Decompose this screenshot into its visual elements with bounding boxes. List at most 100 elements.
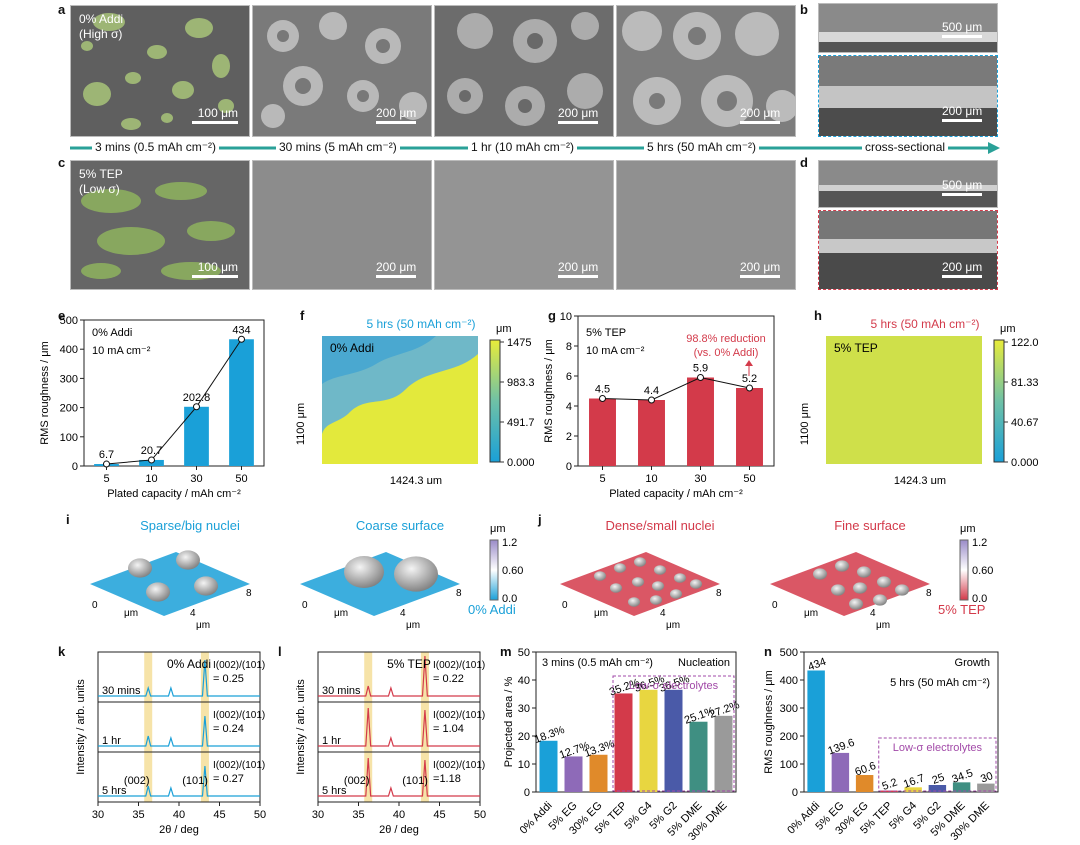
nucleus <box>614 563 626 573</box>
colorbar <box>489 539 499 601</box>
axis-unit: μm <box>876 620 890 630</box>
ratio-label: I(002)/(101) <box>433 710 485 721</box>
xrd-trace-30-mins <box>318 655 480 697</box>
y-tick-label: 200 <box>60 403 78 415</box>
colorbar <box>489 339 501 463</box>
ratio-label: I(002)/(101) <box>433 760 485 771</box>
x-tick-label: 30 <box>312 809 324 821</box>
xrd-title: 5% TEP <box>387 657 431 671</box>
sem-c2 <box>252 160 432 290</box>
panel-letter-j: j <box>538 512 542 527</box>
nucleus <box>632 577 644 587</box>
axis-tick: 4 <box>400 608 406 619</box>
peak-highlight <box>144 652 153 802</box>
bar-30--DME <box>714 715 733 792</box>
data-label: 6.7 <box>99 449 114 461</box>
data-label: 5.2 <box>742 373 757 385</box>
sem-label-5-tep: 5% TEP (Low σ) <box>79 167 123 196</box>
sem-d1 <box>818 160 998 208</box>
panel-letter-c: c <box>58 155 66 170</box>
plot-frame <box>577 315 775 467</box>
plot-frame <box>803 651 999 793</box>
x-axis-label: 2θ / deg <box>159 824 199 836</box>
axis-unit: μm <box>406 620 420 630</box>
xrd-chart-l: 30 mins I(002)/(101) = 0.22 1 hr I(002)/(101… <box>295 651 486 836</box>
nucleus <box>128 558 152 578</box>
axis-tick: 0 <box>772 600 778 611</box>
y-tick-label: 100 <box>780 759 798 771</box>
trend-point <box>697 374 704 381</box>
nucleus <box>895 584 909 596</box>
trend-point <box>746 384 753 392</box>
sem-a1: 0% Addi (High σ) <box>70 5 250 137</box>
bar-5--G4 <box>639 689 658 792</box>
x-tick-label: 0% Addi <box>785 800 822 837</box>
axis-unit: μm <box>666 620 680 630</box>
time-label-cross: cross-sectional <box>862 140 949 154</box>
y-tick-label: 50 <box>518 647 530 659</box>
ratio-value: = 0.25 <box>213 673 244 685</box>
trend-point <box>103 460 110 468</box>
y-tick-label: 20 <box>518 731 530 743</box>
y-tick-label: 300 <box>780 703 798 715</box>
colorbar-unit: μm <box>960 523 976 535</box>
x-tick-label: 30 <box>92 809 104 821</box>
data-label: 434 <box>232 324 250 336</box>
corner-label: Growth <box>955 657 990 669</box>
axis-tick: 0 <box>302 600 308 611</box>
y-axis-label: Intensity / arb. units <box>75 679 87 775</box>
surface-title: Sparse/big nuclei <box>140 518 240 533</box>
annotation-reduction: 98.8% reduction <box>686 333 766 345</box>
time-label-3min: 3 mins (0.5 mAh cm⁻²) <box>92 140 220 154</box>
bar-30 <box>184 406 209 466</box>
bar-50 <box>229 339 254 466</box>
series-label: 30 mins <box>322 685 361 697</box>
data-label: 30 <box>979 770 995 785</box>
colorbar-tick-label: 81.33 <box>1011 377 1039 389</box>
panel-letter-i: i <box>66 512 70 527</box>
trend-line <box>602 376 750 401</box>
nucleus <box>634 557 646 567</box>
y-tick-label: 500 <box>60 315 78 327</box>
x-tick-label: 30 <box>190 473 202 485</box>
x-tick-label: 10 <box>645 473 657 485</box>
colorbar-tick-label: 1.2 <box>502 537 517 549</box>
bar-5--DME <box>952 782 971 792</box>
group-box <box>612 675 735 792</box>
x-tick-label: 40 <box>173 809 185 821</box>
axis-tick: 0 <box>92 600 98 611</box>
y-axis-label: Projected area / % <box>503 677 515 768</box>
nucleus <box>652 581 664 591</box>
ratio-value: = 1.04 <box>433 723 464 735</box>
map-y-label: 1100 μm <box>296 403 307 445</box>
y-tick-label: 500 <box>780 647 798 659</box>
annotation-arrowhead <box>745 360 753 366</box>
peak-highlight <box>364 652 373 802</box>
bar-30--DME <box>977 783 995 792</box>
nucleus <box>674 573 686 583</box>
data-label: 202.8 <box>183 392 211 404</box>
ratio-label: I(002)/(101) <box>213 760 265 771</box>
sem-c3 <box>434 160 614 290</box>
bar-30 <box>687 377 714 466</box>
series-label: 5 hrs <box>102 785 127 797</box>
axis-tick: 8 <box>716 588 722 599</box>
x-tick-label: 5 <box>599 473 605 485</box>
data-label: 4.5 <box>595 384 610 396</box>
series-label: 30 mins <box>102 685 141 697</box>
nucleus <box>877 576 891 588</box>
axis-unit: μm <box>124 608 138 619</box>
sem-c4 <box>616 160 796 290</box>
ratio-label: I(002)/(101) <box>433 660 485 671</box>
ratio-label: I(002)/(101) <box>213 710 265 721</box>
scale-bar: 200 μm <box>558 106 599 124</box>
xrd-trace-30-mins <box>98 659 260 697</box>
plot-frame <box>535 651 737 793</box>
map-x-label: 1424.3 μm <box>894 475 946 484</box>
bar-30--EG <box>855 775 874 792</box>
nucleus <box>610 583 622 593</box>
scale-bar: 100 μm <box>192 260 238 278</box>
chart-g-rms-roughness: 0 2 4 6 8 10 4.5 5 4.4 10 5.9 30 5.2 50 RMS roughness … <box>543 311 775 500</box>
trend-point <box>648 396 655 404</box>
